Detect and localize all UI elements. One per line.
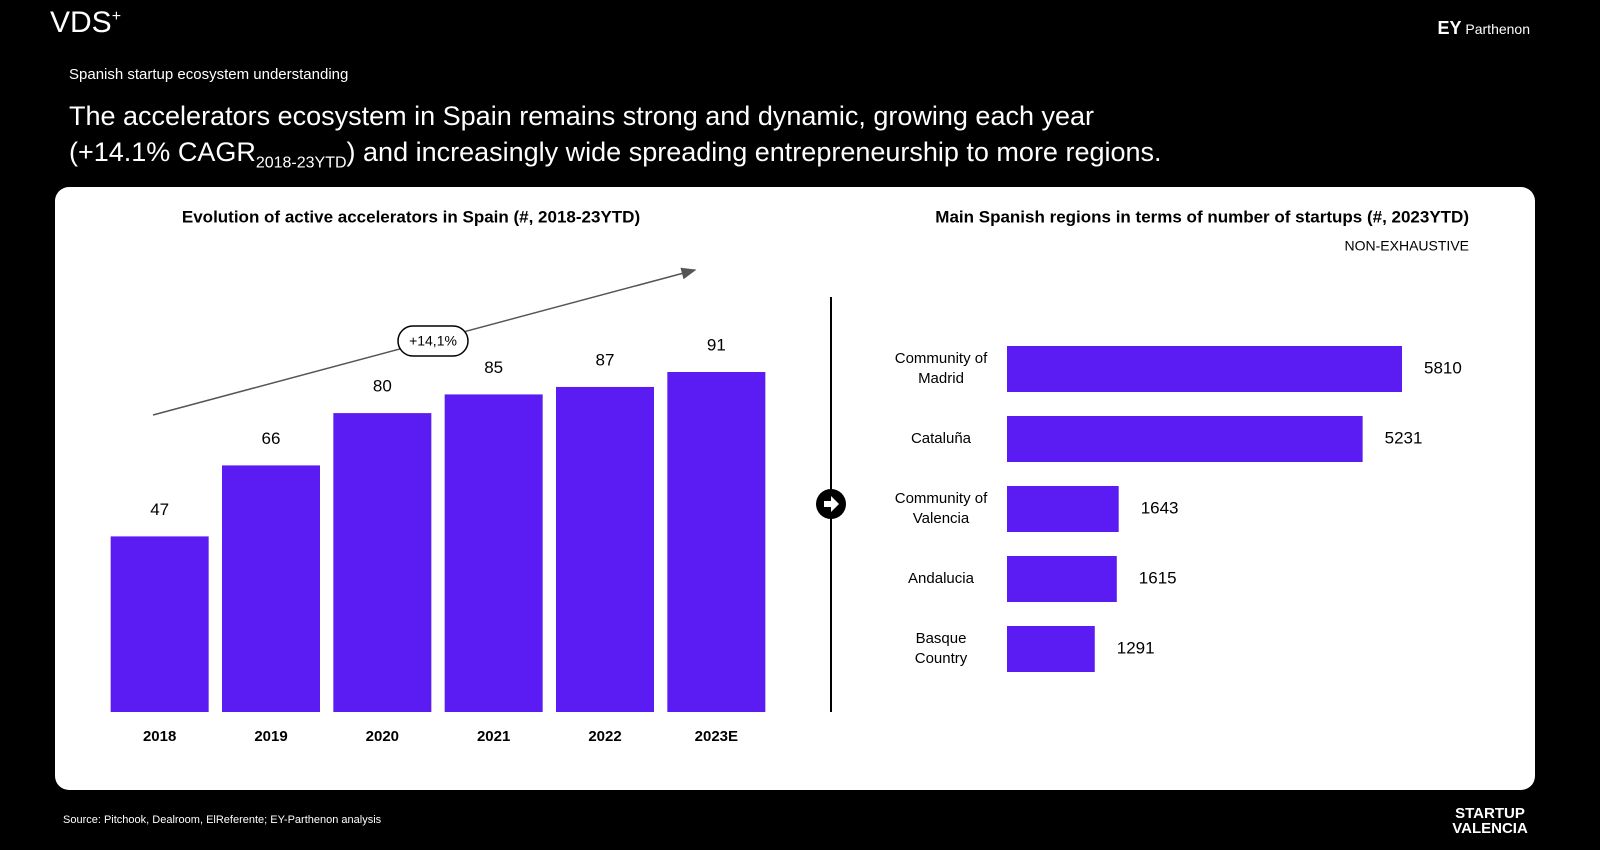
headline-line: The accelerators ecosystem in Spain rema… (69, 101, 1094, 131)
logo-text: VDS (50, 6, 112, 39)
y-tick-label: Community of Madrid (894, 350, 988, 387)
bar (1007, 556, 1117, 602)
chart-title: Evolution of active accelerators in Spai… (182, 207, 640, 226)
value-label: 1291 (1117, 638, 1155, 657)
x-tick-label: 2020 (366, 728, 399, 745)
y-tick-label: Basque Country (914, 630, 968, 667)
bar (333, 413, 432, 712)
value-label: 5810 (1424, 358, 1462, 377)
bar (444, 394, 543, 712)
chart-title: Main Spanish regions in terms of number … (935, 207, 1469, 226)
value-label: 85 (484, 358, 503, 377)
value-label: 87 (596, 350, 615, 369)
value-label: 5231 (1385, 428, 1423, 447)
brand-text: Parthenon (1465, 21, 1530, 37)
y-tick-label: Community of Valencia (894, 490, 988, 527)
x-tick-label: 2023E (695, 728, 738, 745)
value-label: 47 (150, 500, 169, 519)
headline-line: (+14.1% CAGR2018-23YTD) and increasingly… (69, 134, 1162, 181)
charts: Evolution of active accelerators in Spai… (110, 207, 1469, 745)
arrow-icon-glyph (824, 496, 839, 512)
brand: EY Parthenon (1437, 18, 1530, 39)
headline-text: (+14.1% CAGR (69, 137, 256, 167)
footer-logo: STARTUP VALENCIA (1452, 805, 1528, 837)
source: Source: Pitchook, Dealroom, ElReferente;… (63, 814, 382, 826)
headline-text: ) and increasingly wide spreading entrep… (346, 137, 1162, 167)
annotation-box (397, 325, 469, 357)
bar (667, 372, 766, 712)
bar (1007, 416, 1363, 462)
bar (1007, 346, 1402, 392)
x-tick-label: 2021 (477, 728, 510, 745)
value-label: 80 (373, 377, 392, 396)
annotation: +14,1% (409, 333, 457, 349)
chart-subtitle: NON-EXHAUSTIVE (1345, 238, 1469, 254)
bar (556, 386, 654, 712)
value-label: 1615 (1139, 568, 1177, 587)
value-label: 91 (707, 335, 726, 354)
bar (1007, 486, 1119, 532)
y-tick-label: Andalucia (908, 570, 974, 587)
bar (1007, 626, 1095, 672)
y-tick-label: Cataluña (910, 430, 972, 447)
bar (110, 536, 209, 712)
x-tick-label: 2019 (254, 728, 287, 745)
x-tick-label: 2018 (143, 728, 176, 745)
chart-card: Evolution of active accelerators in Spai… (55, 187, 1535, 790)
brand-bold: EY (1437, 18, 1462, 38)
x-tick-label: 2022 (588, 728, 621, 745)
headline-sub: 2018-23YTD (255, 154, 347, 172)
kicker: Spanish startup ecosystem understanding (69, 66, 349, 83)
headline: The accelerators ecosystem in Spain rema… (69, 98, 1162, 181)
bar (222, 465, 320, 712)
value-label: 1643 (1141, 498, 1179, 517)
value-label: 66 (262, 429, 281, 448)
logo: VDS+ (50, 6, 121, 40)
logo-mark: + (111, 8, 122, 25)
